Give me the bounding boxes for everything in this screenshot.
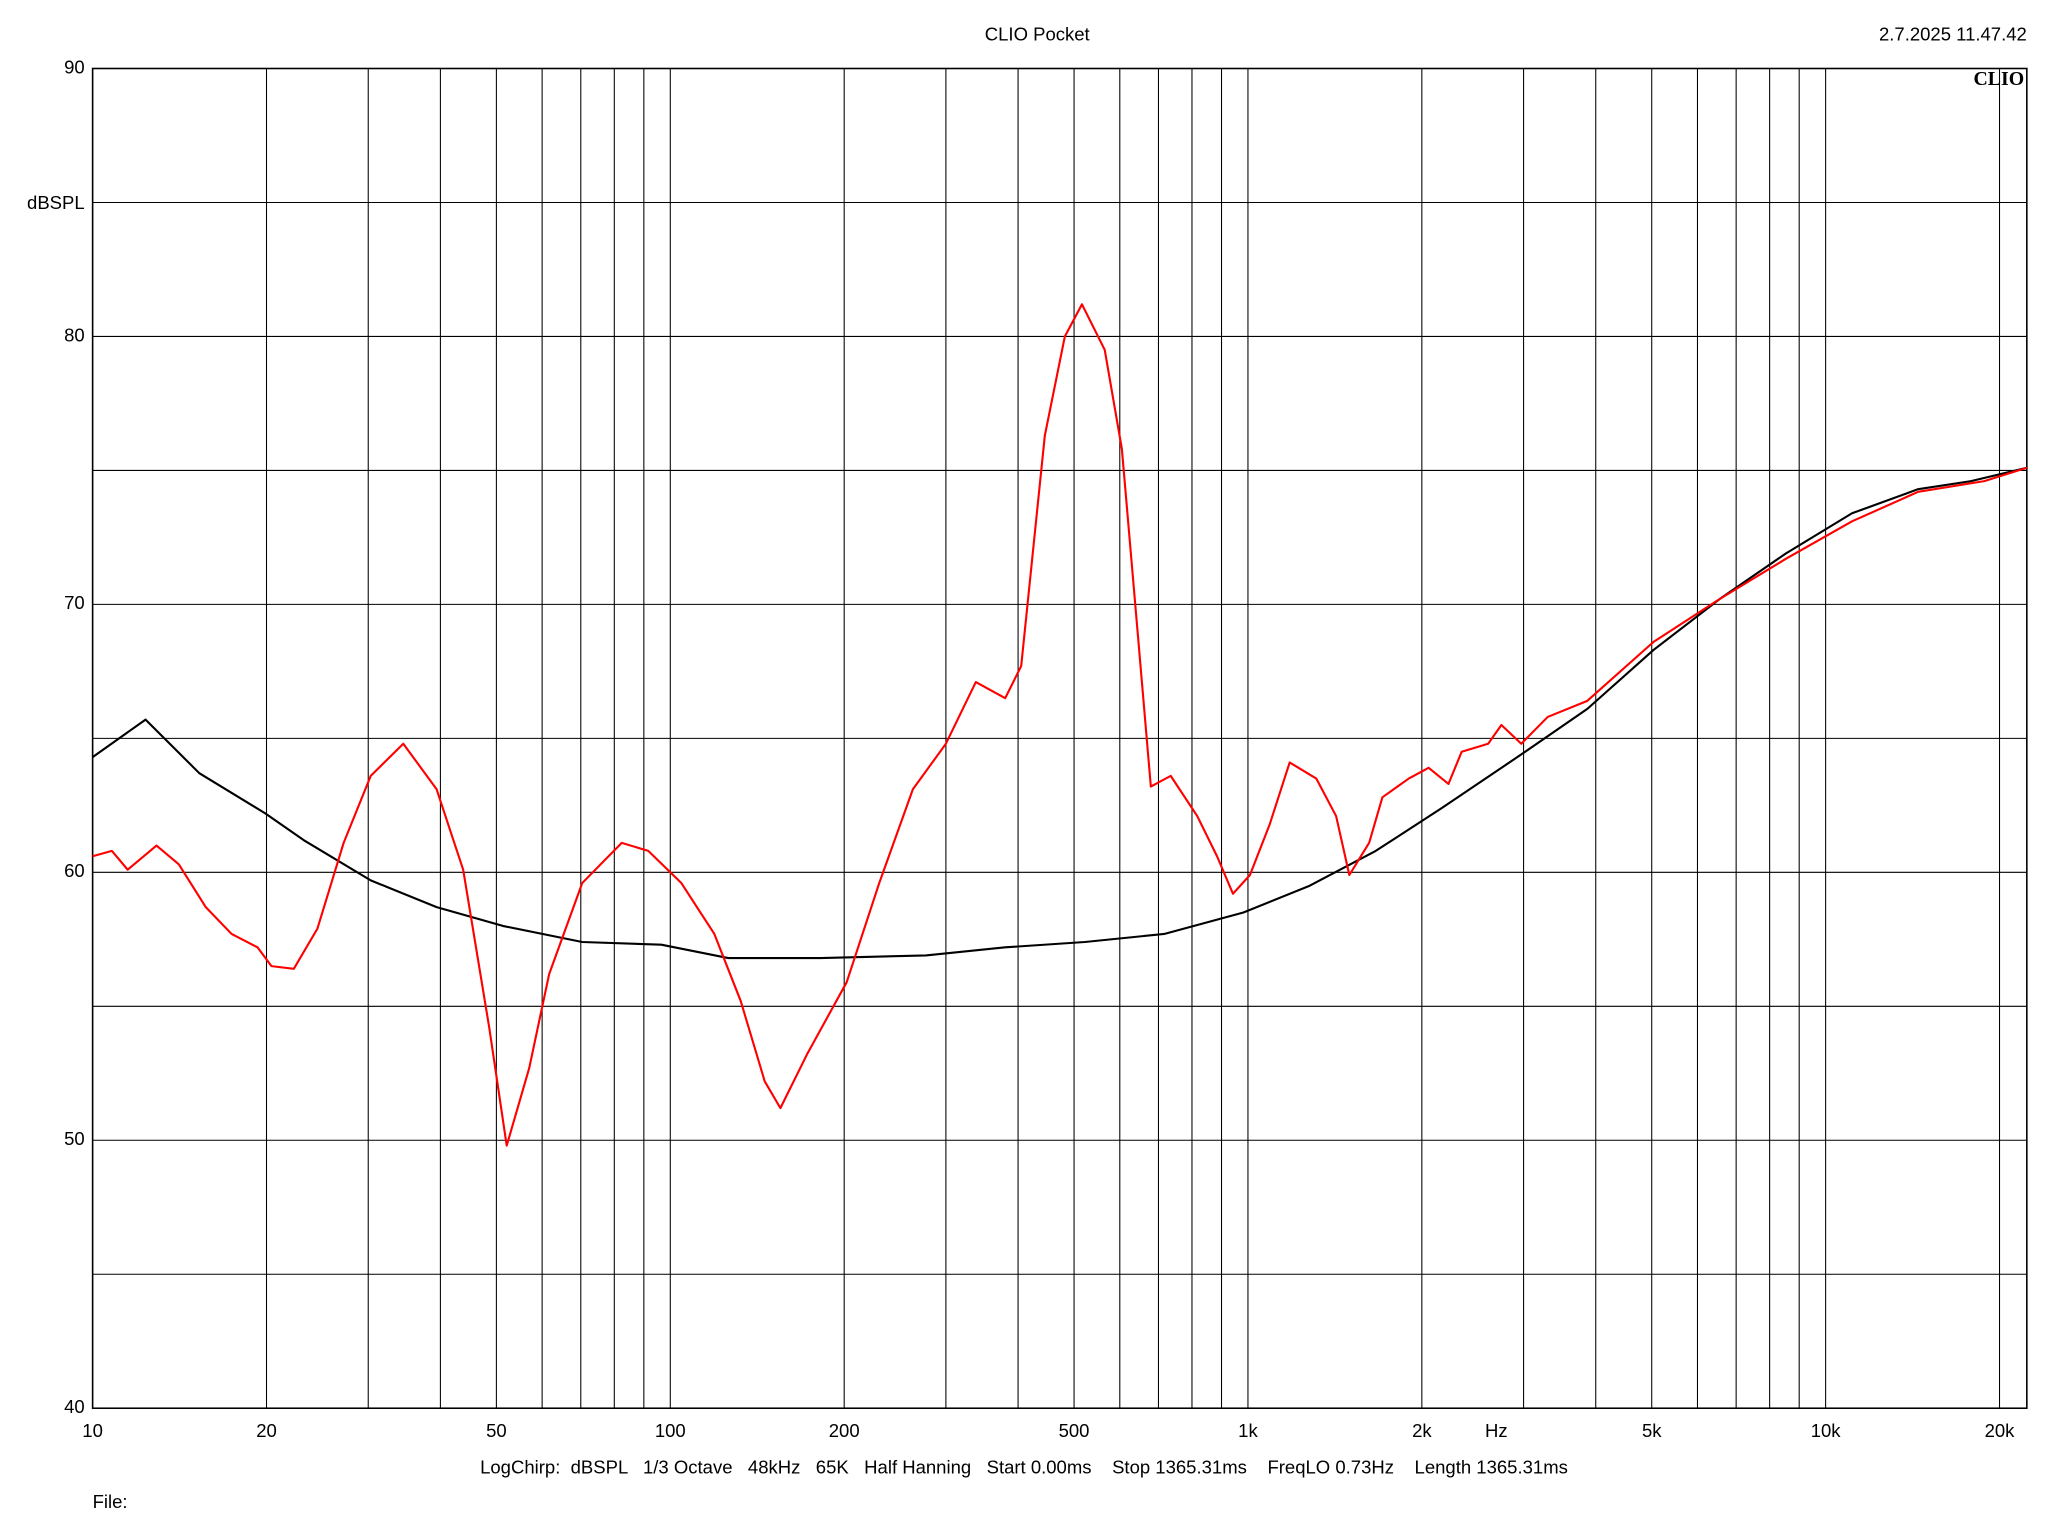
x-tick-label: 500 — [1059, 1420, 1090, 1441]
x-tick-label: 10k — [1811, 1420, 1842, 1441]
x-tick-label: 2k — [1412, 1420, 1432, 1441]
x-axis-label: Hz — [1485, 1420, 1508, 1441]
x-tick-label: 1k — [1238, 1420, 1258, 1441]
plot-frame — [91, 67, 2028, 1410]
y-tick-label: 70 — [64, 592, 85, 613]
chart-title: CLIO Pocket — [985, 23, 1090, 44]
file-label: File: — [93, 1491, 128, 1512]
x-tick-label: 50 — [486, 1420, 507, 1441]
y-tick-label: 40 — [64, 1396, 85, 1417]
y-tick-label: 60 — [64, 860, 85, 881]
series-line — [91, 466, 2028, 960]
y-tick-label: 90 — [64, 56, 85, 77]
x-tick-label: 5k — [1642, 1420, 1662, 1441]
y-axis-label: dBSPL — [27, 192, 85, 213]
measurement-info: LogChirp: dBSPL 1/3 Octave 48kHz 65K Hal… — [480, 1457, 1568, 1478]
x-tick-label: 10 — [82, 1420, 103, 1441]
series-line — [92, 303, 2028, 1147]
logo: CLIO — [1973, 68, 2024, 90]
x-tick-label: 20 — [256, 1420, 277, 1441]
x-tick-label: 20k — [1985, 1420, 2016, 1441]
y-tick-label: 50 — [64, 1128, 85, 1149]
x-tick-label: 100 — [655, 1420, 686, 1441]
x-tick-label: 200 — [829, 1420, 860, 1441]
timestamp: 2.7.2025 11.47.42 — [1879, 23, 2027, 44]
y-tick-label: 80 — [64, 324, 85, 345]
